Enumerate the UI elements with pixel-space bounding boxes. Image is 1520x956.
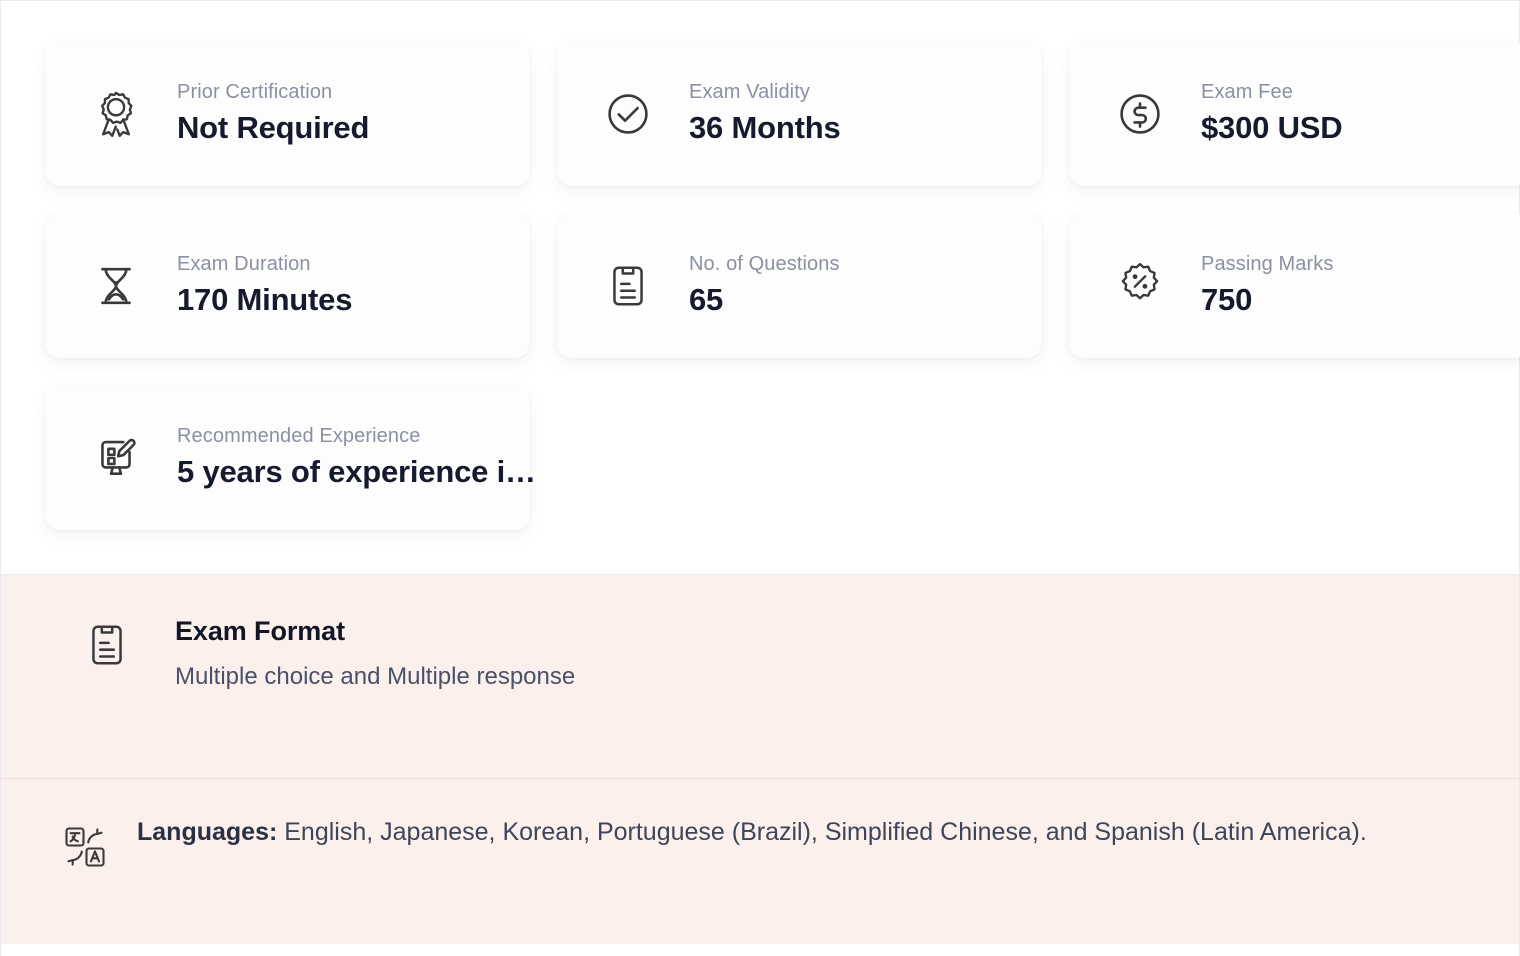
exam-format-subtitle: Multiple choice and Multiple response (175, 663, 576, 690)
card-text: Exam Validity 36 Months (689, 79, 841, 148)
monitor-edit-icon (85, 427, 147, 489)
percent-badge-icon (1109, 255, 1171, 317)
exam-format-text: Exam Format Multiple choice and Multiple… (175, 613, 575, 694)
card-label: Exam Validity (689, 81, 810, 103)
card-passing-marks: Passing Marks 750 (1069, 213, 1520, 358)
clipboard-list-icon (597, 255, 659, 317)
card-value: 36 Months (689, 110, 841, 145)
award-ribbon-icon (85, 83, 147, 145)
card-label: Exam Fee (1201, 81, 1293, 103)
card-value: Not Required (177, 110, 370, 145)
card-exam-fee: Exam Fee $300 USD (1069, 41, 1520, 186)
card-value: 5 years of experience i… (177, 454, 536, 489)
card-recommended-experience: Recommended Experience 5 years of experi… (45, 385, 536, 530)
card-label: Passing Marks (1201, 253, 1334, 275)
languages-section: Languages: English, Japanese, Korean, Po… (1, 779, 1519, 944)
card-label: Recommended Experience (177, 425, 421, 447)
card-value: $300 USD (1201, 110, 1343, 145)
card-value: 750 (1201, 282, 1253, 317)
card-exam-validity: Exam Validity 36 Months (557, 41, 1042, 186)
card-label: No. of Questions (689, 253, 840, 275)
exam-format-section: Exam Format Multiple choice and Multiple… (1, 574, 1519, 779)
card-text: Recommended Experience 5 years of experi… (177, 423, 536, 492)
dollar-circle-icon (1109, 83, 1171, 145)
exam-summary-cards-region: Prior Certification Not Required Exam Va… (1, 1, 1520, 574)
card-no-of-questions: No. of Questions 65 (557, 213, 1042, 358)
languages-label: Languages: (137, 818, 285, 846)
clipboard-icon (79, 617, 135, 673)
card-value: 170 Minutes (177, 282, 353, 317)
card-text: Passing Marks 750 (1201, 251, 1333, 320)
card-text: Exam Fee $300 USD (1201, 79, 1343, 148)
exam-summary-cards-grid: Prior Certification Not Required Exam Va… (45, 41, 1520, 530)
card-label: Prior Certification (177, 81, 333, 103)
card-value: 65 (689, 282, 724, 317)
translate-icon (57, 819, 113, 875)
card-text: Exam Duration 170 Minutes (177, 251, 352, 320)
languages-inner: Languages: English, Japanese, Korean, Po… (57, 813, 1519, 875)
card-text: No. of Questions 65 (689, 251, 840, 320)
check-circle-icon (597, 83, 659, 145)
card-text: Prior Certification Not Required (177, 79, 369, 148)
card-prior-certification: Prior Certification Not Required (45, 41, 530, 186)
languages-text: Languages: English, Japanese, Korean, Po… (137, 813, 1367, 852)
hourglass-icon (85, 255, 147, 317)
exam-format-title: Exam Format (175, 616, 345, 646)
exam-format-inner: Exam Format Multiple choice and Multiple… (79, 613, 1519, 694)
card-exam-duration: Exam Duration 170 Minutes (45, 213, 530, 358)
card-label: Exam Duration (177, 253, 311, 275)
languages-value: English, Japanese, Korean, Portuguese (B… (284, 818, 1367, 846)
